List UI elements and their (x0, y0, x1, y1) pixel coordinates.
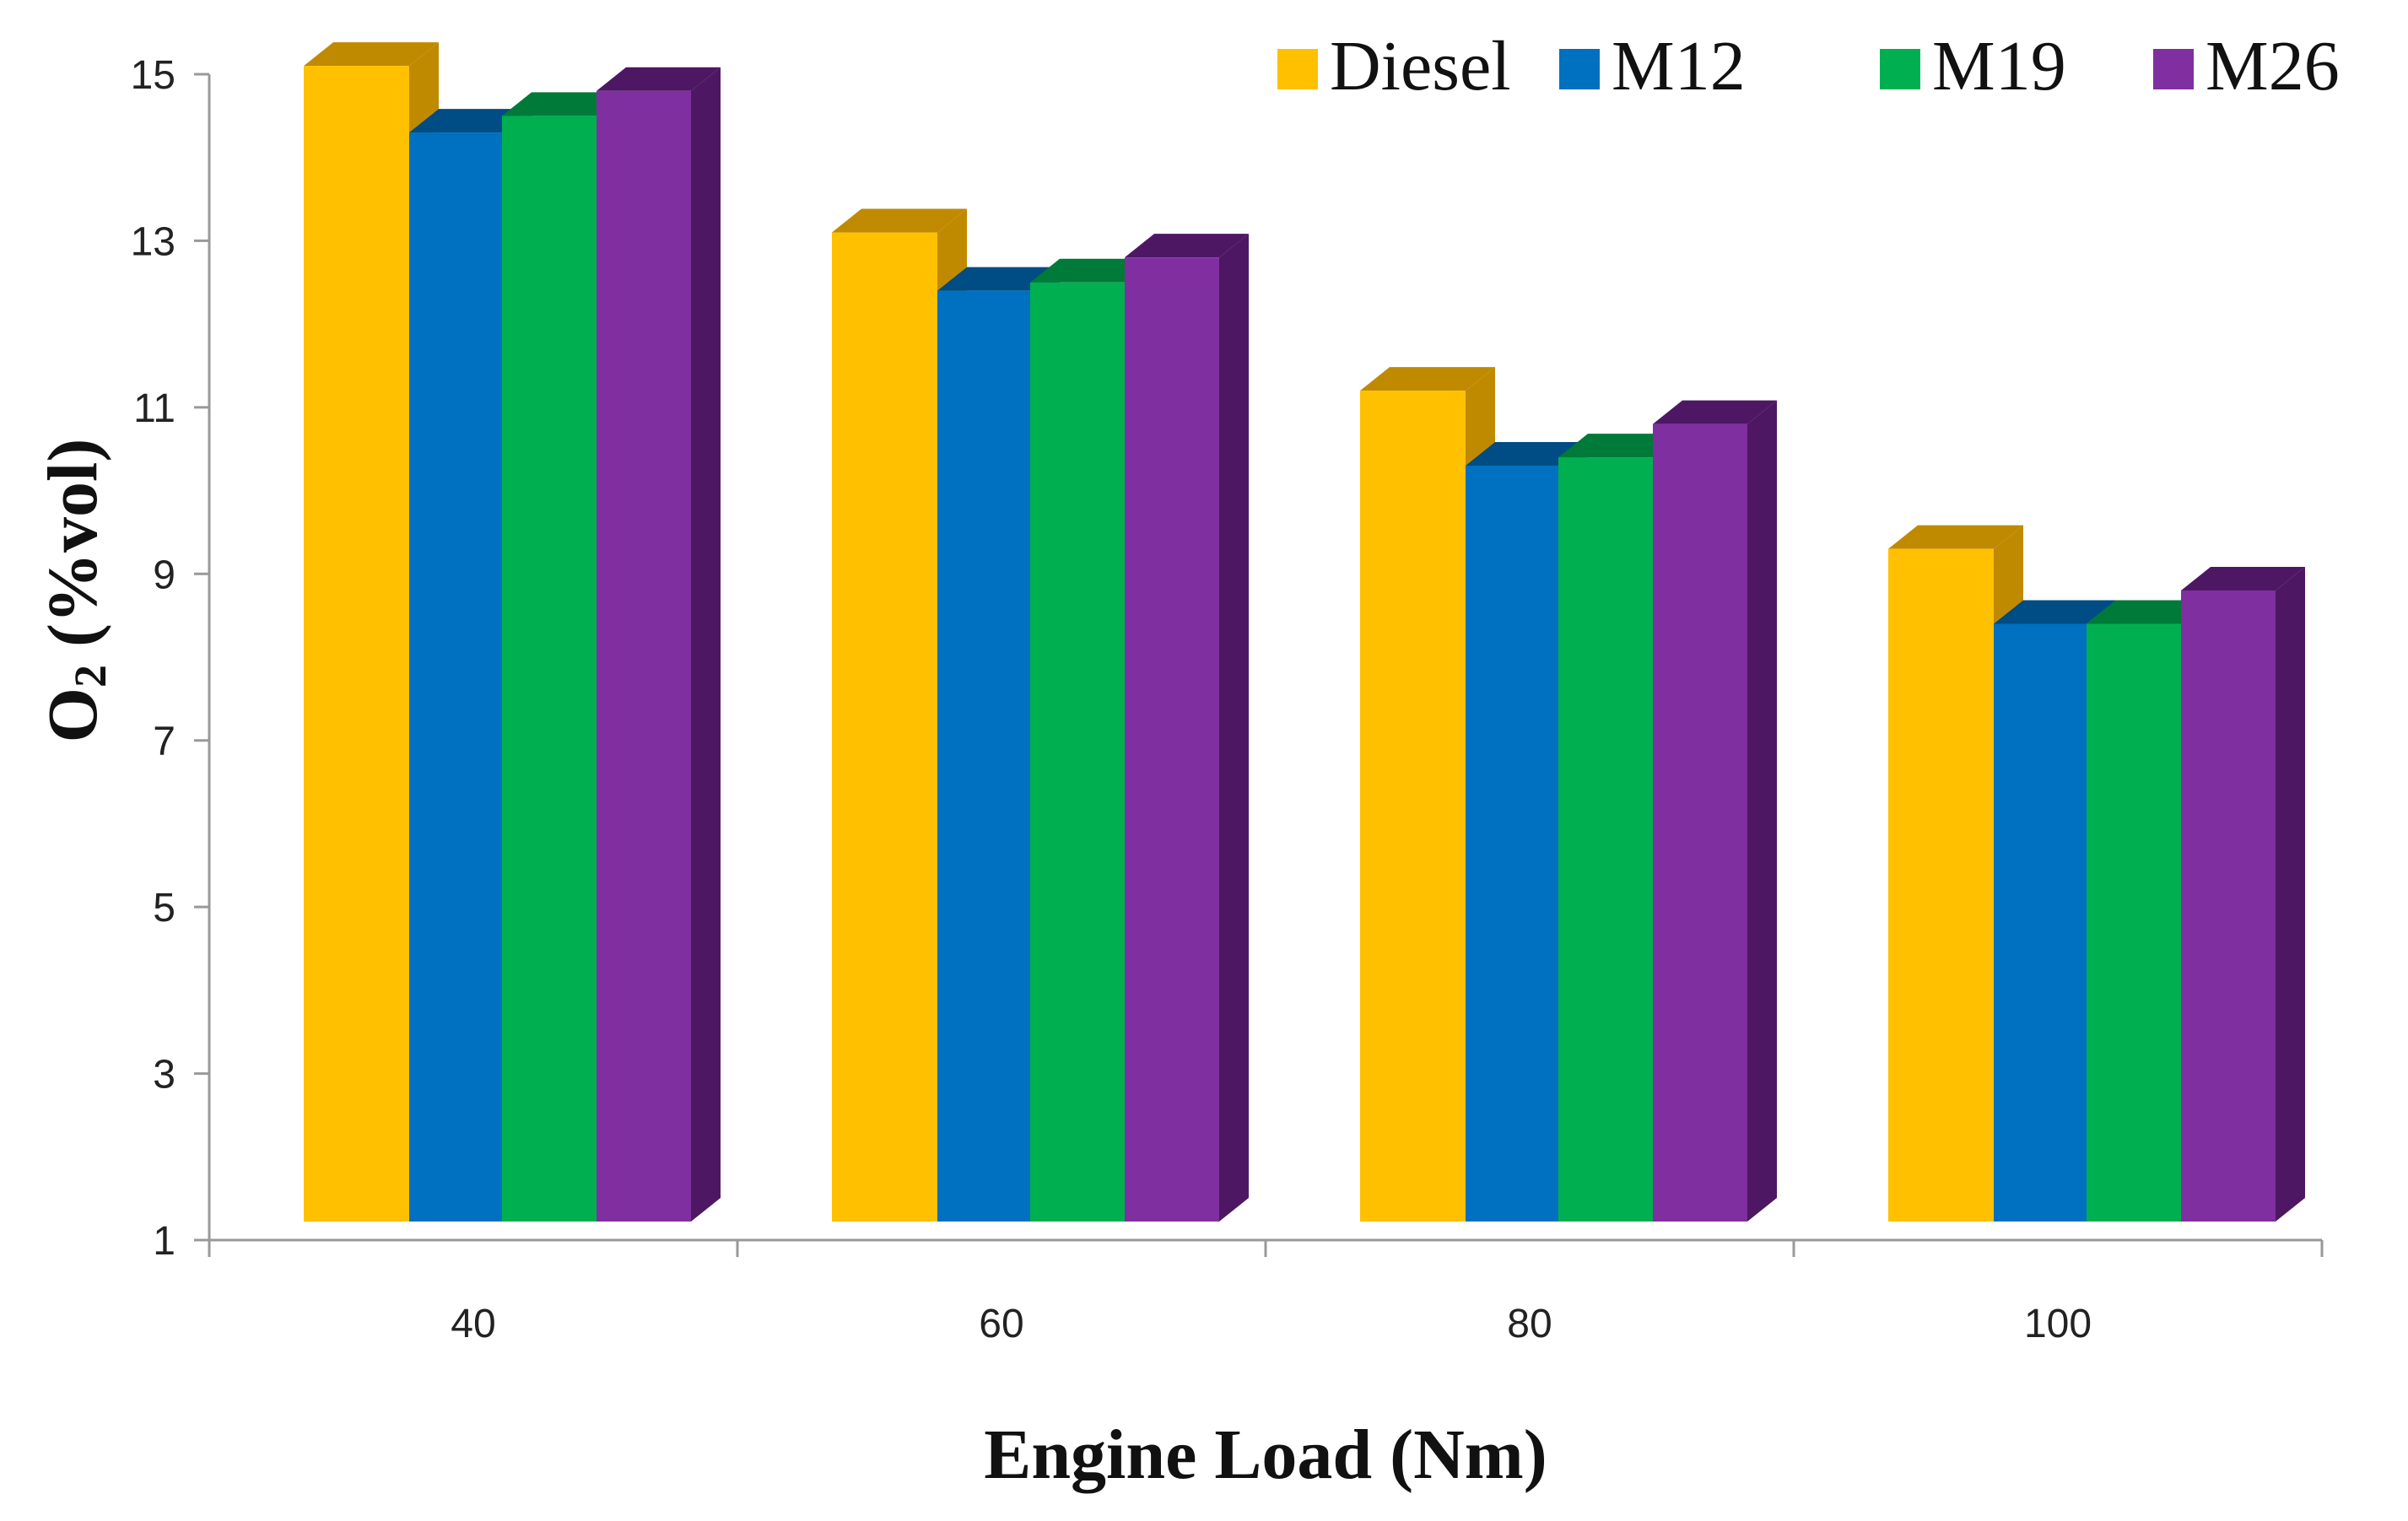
bar-front (2181, 591, 2276, 1222)
x-axis-title: Engine Load (Nm) (984, 1416, 1547, 1494)
bar-top (1888, 525, 2023, 549)
y-tick-label: 3 (153, 1053, 175, 1098)
bar-top (832, 208, 967, 233)
bar-m26-60 (1125, 234, 1249, 1222)
bar-m26-80 (1653, 400, 1777, 1222)
bar-front (1466, 465, 1558, 1222)
bar-front (597, 90, 691, 1222)
legend-swatch (1277, 49, 1318, 89)
bar-side (691, 67, 721, 1222)
y-tick-label: 13 (131, 219, 175, 264)
bar-front (1888, 548, 1994, 1222)
bar-front (304, 66, 409, 1222)
bar-top (1125, 234, 1249, 258)
bar-top (1558, 434, 1682, 458)
y-tick-label: 1 (153, 1219, 175, 1264)
bar-front (1558, 457, 1653, 1222)
y-tick-label: 7 (153, 720, 175, 764)
bar-top (1466, 441, 1588, 466)
legend-label: M12 (1612, 27, 1746, 105)
x-tick-label: 100 (2024, 1302, 2092, 1346)
legend-swatch (1880, 49, 1920, 89)
bar-top (1653, 400, 1777, 424)
bar-front (937, 290, 1030, 1222)
y-tick-label: 9 (153, 553, 175, 597)
bar-top (1360, 367, 1495, 391)
bar-side (1747, 400, 1777, 1222)
bar-m26-40 (597, 67, 721, 1222)
bar-side (1219, 234, 1249, 1222)
bar-top (1994, 600, 2116, 624)
y-tick-label: 11 (133, 386, 175, 431)
bar-top (1030, 258, 1154, 283)
bar-front (1030, 282, 1125, 1222)
x-tick-label: 80 (1507, 1302, 1552, 1346)
bar-front (832, 232, 937, 1222)
legend-swatch (2153, 49, 2194, 89)
bar-front (409, 132, 502, 1222)
legend-swatch (1559, 49, 1600, 89)
y-axis-title-subscript: 2 (65, 665, 116, 688)
legend: Diesel M12 M19 M26 (1277, 27, 2340, 105)
legend-item-diesel: Diesel (1277, 27, 1511, 105)
bar-top (597, 67, 721, 91)
x-axis-ticks: 40 60 80 100 (208, 1240, 2324, 1346)
legend-item-m26: M26 (2153, 27, 2340, 105)
bar-top (2087, 600, 2211, 624)
bar-top (304, 42, 439, 67)
y-tick-label: 5 (153, 886, 175, 930)
bar-front (2087, 623, 2181, 1222)
x-tick-label: 40 (451, 1302, 495, 1346)
bar-top (2181, 567, 2305, 591)
legend-label: M26 (2206, 27, 2340, 105)
bar-front (1653, 423, 1747, 1222)
legend-label: Diesel (1330, 27, 1511, 105)
legend-label: M19 (1932, 27, 2066, 105)
legend-item-m19: M19 (1880, 27, 2066, 105)
bar-front (1360, 391, 1466, 1222)
bar-top (937, 267, 1060, 291)
bar-top (409, 109, 532, 133)
bar-m26-100 (2181, 567, 2305, 1222)
y-axis-title-main: O (34, 688, 112, 742)
bar-top (502, 92, 626, 116)
y-axis-title: O2 (%vol) (34, 439, 116, 743)
y-tick-label: 15 (131, 53, 175, 98)
x-tick-label: 60 (979, 1302, 1023, 1346)
bars (304, 42, 2305, 1222)
bar-front (502, 116, 597, 1222)
legend-item-m12: M12 (1559, 27, 1746, 105)
bar-front (1994, 623, 2087, 1222)
bar-front (1125, 257, 1219, 1222)
y-axis-title-rest: (%vol) (34, 439, 112, 665)
bar-side (2276, 567, 2305, 1222)
